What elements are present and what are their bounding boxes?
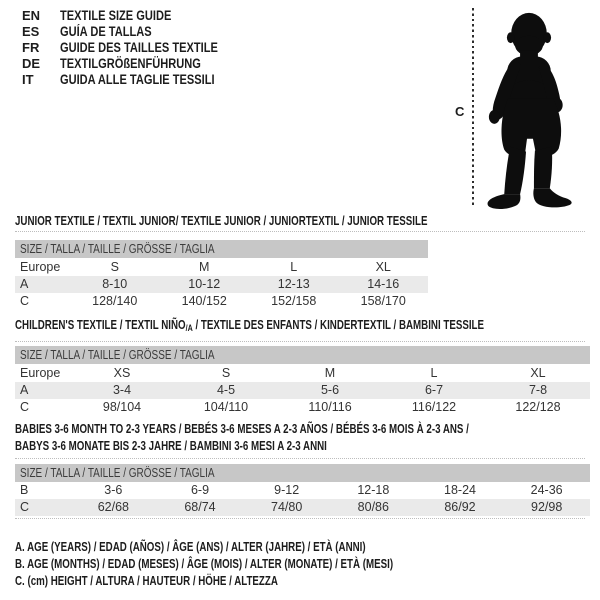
title-text: / TEXTILE DES ENFANTS / KINDERTEXTIL / B… xyxy=(192,317,485,332)
row-label: B xyxy=(20,483,29,497)
measure-label-c: C xyxy=(455,104,465,119)
legend-line-b: B. AGE (MONTHS) / EDAD (MESES) / ÂGE (MO… xyxy=(15,556,394,571)
data-cell: 7-8 xyxy=(528,383,548,397)
babies-size-table: SIZE / TALLA / TAILLE / GRÖSSE / TAGLIA … xyxy=(15,464,590,516)
language-code: IT xyxy=(22,72,34,87)
column-header-row: Europe XS S M L XL xyxy=(15,364,590,382)
size-header-label: SIZE / TALLA / TAILLE / GRÖSSE / TAGLIA xyxy=(20,466,215,480)
column-header-cell: S xyxy=(221,366,231,380)
language-code: ES xyxy=(22,24,40,39)
row-label: A xyxy=(20,383,29,397)
divider-rule xyxy=(15,341,585,342)
legend-line-c: C. (cm) HEIGHT / ALTURA / HAUTEUR / HÖHE… xyxy=(15,573,278,588)
data-cell: 14-16 xyxy=(367,277,400,291)
data-cell: 24-36 xyxy=(530,483,563,497)
column-header-cell: M xyxy=(324,366,336,380)
column-header-row: Europe S M L XL xyxy=(15,258,428,276)
row-label: A xyxy=(20,277,29,291)
height-measure-dotted-line xyxy=(472,8,474,208)
language-row: IT GUIDA ALLE TAGLIE TESSILI xyxy=(22,72,249,88)
data-cell: 6-9 xyxy=(190,483,210,497)
table-row-c: C 62/68 68/74 74/80 80/86 86/92 92/98 xyxy=(15,499,590,516)
column-header-cell: XL xyxy=(530,366,546,380)
region-header-cell: Europe xyxy=(20,260,61,274)
data-cell: 140/152 xyxy=(181,294,227,308)
language-row: FR GUIDE DES TAILLES TEXTILE xyxy=(22,40,253,56)
language-label: GUÍA DE TALLAS xyxy=(60,24,152,39)
data-cell: 92/98 xyxy=(531,500,563,514)
region-header-cell: Europe xyxy=(20,366,61,380)
children-size-table: SIZE / TALLA / TAILLE / GRÖSSE / TAGLIA … xyxy=(15,346,590,416)
row-label: C xyxy=(20,294,30,308)
size-header-label: SIZE / TALLA / TAILLE / GRÖSSE / TAGLIA xyxy=(20,242,215,256)
language-label: TEXTILGRÖßENFÜHRUNG xyxy=(60,56,201,71)
size-header-label: SIZE / TALLA / TAILLE / GRÖSSE / TAGLIA xyxy=(20,348,215,362)
section-title-children: CHILDREN'S TEXTILE / TEXTIL NIÑO/A / TEX… xyxy=(15,317,484,335)
size-header-bar: SIZE / TALLA / TAILLE / GRÖSSE / TAGLIA xyxy=(15,464,590,482)
baby-silhouette-icon xyxy=(487,12,572,209)
data-cell: 128/140 xyxy=(92,294,138,308)
data-cell: 4-5 xyxy=(216,383,236,397)
table-row-a: A 8-10 10-12 12-13 14-16 xyxy=(15,276,428,293)
column-header-cell: L xyxy=(430,366,438,380)
data-cell: 152/158 xyxy=(271,294,317,308)
language-row: DE TEXTILGRÖßENFÜHRUNG xyxy=(22,56,232,72)
junior-size-table: SIZE / TALLA / TAILLE / GRÖSSE / TAGLIA … xyxy=(15,240,428,310)
data-cell: 110/116 xyxy=(308,400,352,414)
size-header-bar: SIZE / TALLA / TAILLE / GRÖSSE / TAGLIA xyxy=(15,240,428,258)
column-header-cell: L xyxy=(290,260,298,274)
data-cell: 80/86 xyxy=(357,500,389,514)
language-row: ES GUÍA DE TALLAS xyxy=(22,24,172,40)
data-cell: 62/68 xyxy=(97,500,129,514)
column-header-cell: XL xyxy=(375,260,391,274)
data-cell: 74/80 xyxy=(271,500,303,514)
data-cell: 18-24 xyxy=(444,483,476,497)
data-cell: 86/92 xyxy=(444,500,476,514)
data-cell: 9-12 xyxy=(274,483,300,497)
data-cell: 116/122 xyxy=(411,400,457,414)
language-code: EN xyxy=(22,8,41,23)
divider-rule xyxy=(15,458,585,459)
column-header-cell: M xyxy=(199,260,210,274)
data-cell: 12-13 xyxy=(277,277,310,291)
table-row-b: B 3-6 6-9 9-12 12-18 18-24 24-36 xyxy=(15,482,590,499)
data-cell: 104/110 xyxy=(203,400,249,414)
data-cell: 3-4 xyxy=(112,383,132,397)
language-label: GUIDE DES TAILLES TEXTILE xyxy=(60,40,218,55)
data-cell: 12-18 xyxy=(357,483,390,497)
row-label: C xyxy=(20,400,30,414)
section-title-junior: JUNIOR TEXTILE / TEXTIL JUNIOR/ TEXTILE … xyxy=(15,213,428,228)
data-cell: 5-6 xyxy=(320,383,340,397)
table-row-a: A 3-4 4-5 5-6 6-7 7-8 xyxy=(15,382,590,399)
data-cell: 158/170 xyxy=(360,294,406,308)
legend-line-a: A. AGE (YEARS) / EDAD (AÑOS) / ÂGE (ANS)… xyxy=(15,539,366,554)
language-row: EN TEXTILE SIZE GUIDE xyxy=(22,8,196,24)
row-label: C xyxy=(20,500,30,514)
data-cell: 98/104 xyxy=(102,400,142,414)
column-header-cell: S xyxy=(110,260,119,274)
data-cell: 6-7 xyxy=(424,383,444,397)
data-cell: 10-12 xyxy=(188,277,221,291)
size-header-bar: SIZE / TALLA / TAILLE / GRÖSSE / TAGLIA xyxy=(15,346,590,364)
data-cell: 8-10 xyxy=(102,277,128,291)
data-cell: 122/128 xyxy=(515,400,561,414)
divider-rule xyxy=(15,231,585,232)
language-label: GUIDA ALLE TAGLIE TESSILI xyxy=(60,72,215,87)
divider-rule xyxy=(15,518,585,519)
table-row-c: C 128/140 140/152 152/158 158/170 xyxy=(15,293,428,310)
section-title-babies-line2: BABYS 3-6 MONATE BIS 2-3 JAHRE / BAMBINI… xyxy=(15,438,327,453)
table-row-c: C 98/104 104/110 110/116 116/122 122/128 xyxy=(15,399,590,416)
data-cell: 68/74 xyxy=(184,500,216,514)
language-code: DE xyxy=(22,56,41,71)
data-cell: 3-6 xyxy=(104,483,123,497)
language-label: TEXTILE SIZE GUIDE xyxy=(60,8,172,23)
section-title-babies-line1: BABIES 3-6 MONTH TO 2-3 YEARS / BEBÉS 3-… xyxy=(15,421,469,436)
column-header-cell: XS xyxy=(113,366,131,380)
title-text: CHILDREN'S TEXTILE / TEXTIL NIÑO xyxy=(15,317,186,332)
language-code: FR xyxy=(22,40,40,55)
title-subscript: /A xyxy=(185,323,193,334)
